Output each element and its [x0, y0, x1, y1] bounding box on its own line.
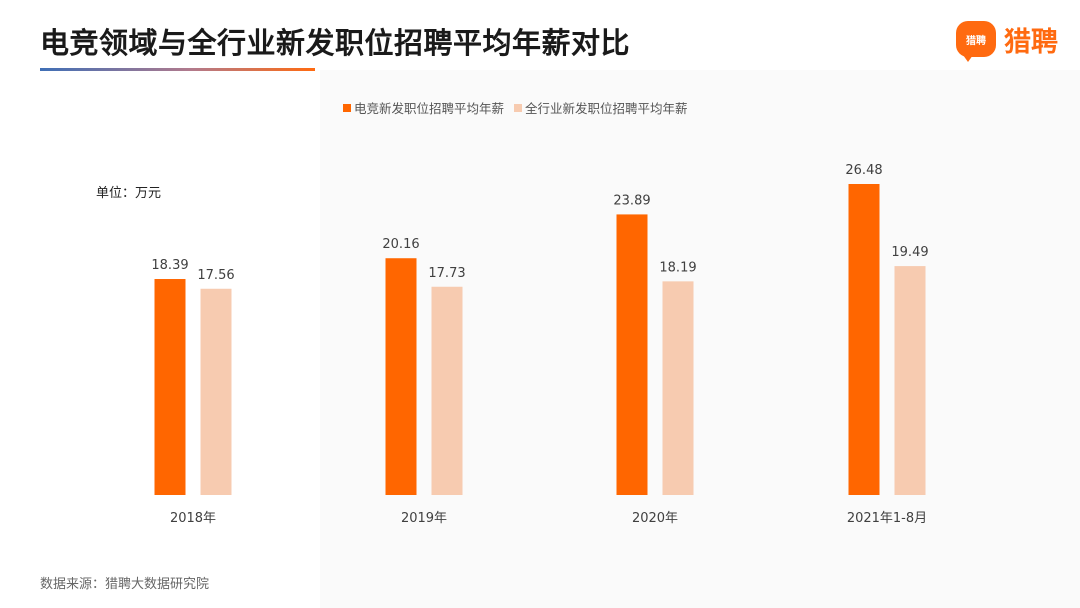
bar-esports	[616, 214, 648, 495]
bar-esports	[848, 184, 880, 495]
bar-all-industry	[894, 266, 926, 495]
bar-all-industry	[200, 288, 232, 495]
bar-value-label: 20.16	[382, 237, 419, 252]
x-tick-label: 2018年	[170, 511, 216, 526]
x-tick-label: 2020年	[632, 511, 678, 526]
title-underline	[40, 68, 315, 71]
legend-item-all-industry: 全行业新发职位招聘平均年薪	[514, 98, 688, 117]
x-tick-label: 2021年1-8月	[847, 511, 927, 526]
bar-value-label: 19.49	[891, 245, 928, 260]
unit-label: 单位：万元	[96, 186, 162, 201]
bar-all-industry	[431, 286, 463, 495]
bar-esports	[385, 258, 417, 495]
bar-value-label: 18.19	[659, 260, 696, 275]
data-source-note: 数据来源：猎聘大数据研究院	[40, 577, 210, 592]
legend-label-all-industry: 全行业新发职位招聘平均年薪	[525, 101, 688, 116]
bar-value-label: 26.48	[845, 163, 882, 178]
legend-label-esports: 电竞新发职位招聘平均年薪	[354, 101, 505, 116]
page-title: 电竞领域与全行业新发职位招聘平均年薪对比	[40, 26, 631, 60]
logo-badge-text: 猎聘	[966, 35, 986, 47]
bar-all-industry	[662, 281, 694, 495]
legend-item-esports: 电竞新发职位招聘平均年薪	[343, 98, 504, 117]
bar-esports	[154, 279, 186, 495]
x-tick-label: 2019年	[401, 511, 447, 526]
legend-swatch-esports	[343, 103, 351, 112]
bar-value-label: 17.73	[428, 266, 465, 281]
bar-value-label: 18.39	[151, 258, 188, 273]
logo-text: 猎聘	[1004, 26, 1058, 58]
chart-legend: 电竞新发职位招聘平均年薪 全行业新发职位招聘平均年薪	[343, 98, 688, 117]
speech-bubble-icon: 猎聘	[956, 21, 996, 62]
liepin-logo: 猎聘 猎聘	[956, 20, 1058, 62]
bar-value-label: 17.56	[197, 268, 234, 283]
bar-value-label: 23.89	[613, 193, 650, 208]
legend-swatch-all-industry	[514, 103, 523, 112]
